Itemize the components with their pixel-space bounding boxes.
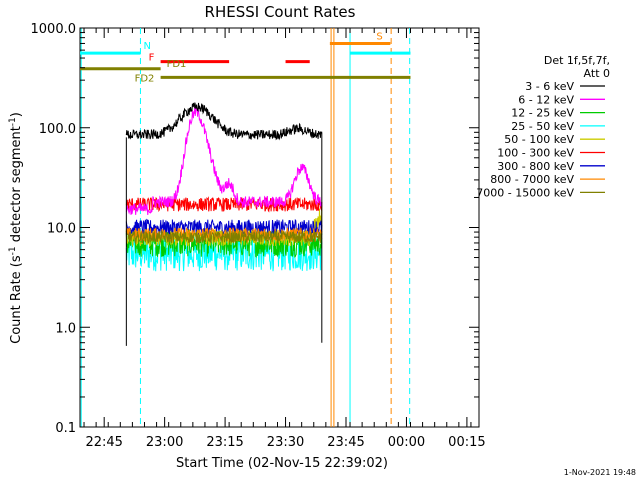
x-tick-label: 23:45 [327,435,364,450]
series-line-1 [125,106,323,215]
flag-label-s: S [376,31,382,42]
y-tick-label: 1000.0 [31,22,77,37]
x-tick-label: 22:45 [85,435,122,450]
legend-label: 300 - 800 keV [497,160,574,173]
series-line-5 [125,196,323,213]
x-tick-label: 23:30 [267,435,304,450]
legend-label: 3 - 6 keV [525,80,574,93]
footer-timestamp: 1-Nov-2021 19:48 [564,468,636,477]
legend-label: 7000 - 15000 keV [476,186,574,199]
flag-bars: NF FD1 S FD2 [80,31,411,84]
flag-label-n: N [143,41,150,52]
legend-label: 50 - 100 keV [504,133,574,146]
legend-header-line-1: Det 1f,5f,7f, [544,54,610,67]
legend-header-line-2: Att 0 [584,67,610,80]
legend-label: 800 - 7000 keV [490,173,574,186]
series-line-7 [125,226,323,244]
y-axis-label: Count Rate (s-1 detector segment-1) [8,112,24,344]
legend-label: 100 - 300 keV [497,147,574,160]
event-markers [80,28,411,427]
y-tick-label: 10.0 [47,222,76,237]
x-tick-label: 23:15 [206,435,243,450]
x-tick-label: 23:00 [146,435,183,450]
legend-label: 12 - 25 keV [511,107,574,120]
legend-label: 25 - 50 keV [511,120,574,133]
flag-label-fd2: FD2 [135,73,155,84]
y-tick-label: 1.0 [55,321,76,336]
chart-title: RHESSI Count Rates [205,3,356,21]
flag-label-f: F [149,53,155,64]
series-line-8 [125,230,323,245]
flag-label-fd1: FD1 [167,59,187,70]
legend-label: 6 - 12 keV [518,93,574,106]
x-tick-label: 00:15 [448,435,485,450]
y-tick-label: 100.0 [39,122,76,137]
x-axis-label: Start Time (02-Nov-15 22:39:02) [176,456,388,471]
x-axis: 22:45 23:00 23:15 23:30 23:45 00:00 00:15 [83,28,486,450]
y-tick-label: 0.1 [55,421,76,436]
x-tick-label: 00:00 [388,435,425,450]
series-line-0 [125,102,323,141]
series-lines [125,102,323,346]
